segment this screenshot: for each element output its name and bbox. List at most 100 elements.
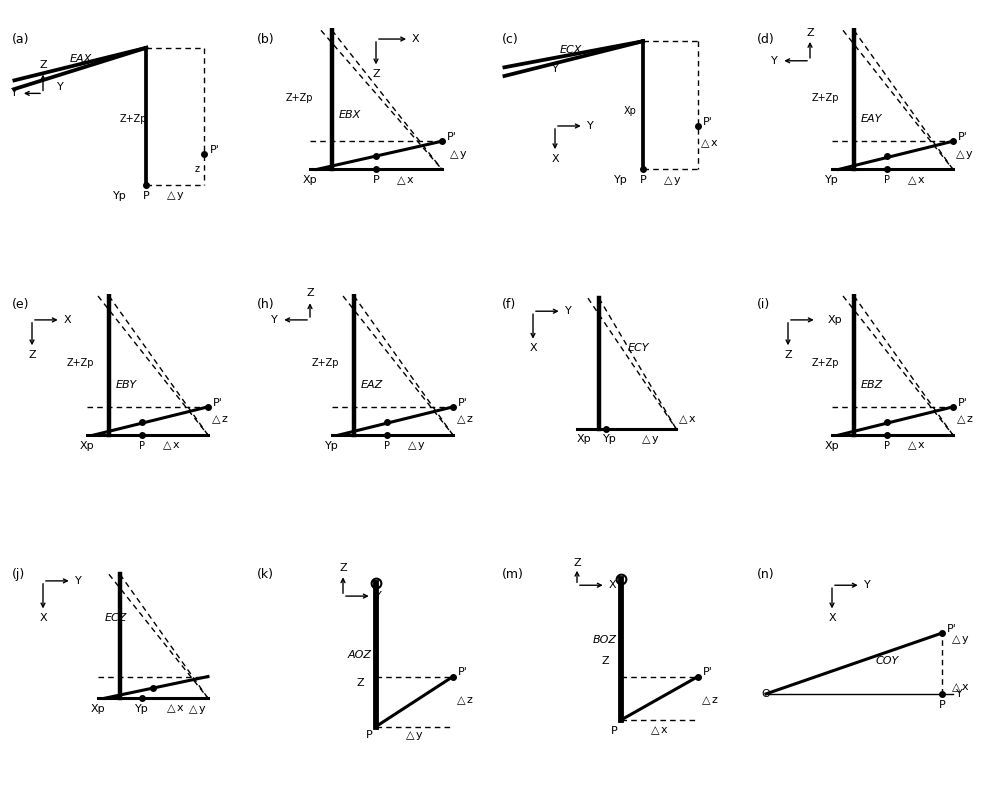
Text: P: P [884, 441, 890, 451]
Text: AOZ: AOZ [348, 650, 372, 660]
Text: Y: Y [375, 591, 382, 601]
Text: P': P' [957, 132, 967, 142]
Text: Z: Z [602, 656, 609, 667]
Text: Xp: Xp [828, 315, 842, 325]
Text: P: P [373, 175, 379, 185]
Text: Xp: Xp [825, 441, 839, 451]
Text: Z: Z [806, 27, 814, 38]
Text: Y: Y [864, 580, 871, 590]
Text: P': P' [446, 132, 456, 142]
Text: $\triangle$y: $\triangle$y [186, 703, 208, 716]
Text: Yp: Yp [825, 175, 839, 185]
Text: z: z [194, 164, 200, 175]
Text: Y: Y [57, 82, 64, 92]
Text: P: P [384, 441, 390, 451]
Text: $\triangle$x: $\triangle$x [698, 137, 720, 150]
Text: X: X [39, 613, 47, 623]
Text: (d): (d) [757, 32, 775, 46]
Text: $\triangle$y: $\triangle$y [661, 174, 682, 187]
Text: $\triangle$z: $\triangle$z [954, 414, 974, 426]
Text: $\triangle$z: $\triangle$z [209, 414, 229, 426]
Text: (m): (m) [502, 568, 524, 581]
Text: Xp: Xp [623, 105, 636, 116]
Text: P': P' [957, 398, 967, 407]
Text: $\triangle$x: $\triangle$x [160, 440, 181, 452]
Text: Z+Zp: Z+Zp [812, 93, 839, 103]
Text: Xp: Xp [303, 175, 317, 185]
Text: $\triangle$z: $\triangle$z [454, 414, 474, 426]
Text: Y: Y [565, 306, 572, 316]
Text: $\triangle$y: $\triangle$y [639, 433, 660, 446]
Text: Yp: Yp [113, 191, 127, 200]
Text: (i): (i) [757, 298, 770, 312]
Text: P: P [143, 191, 150, 200]
Text: P': P' [210, 145, 220, 155]
Text: O: O [762, 689, 770, 699]
Text: Y: Y [75, 576, 82, 586]
Text: EAX: EAX [69, 54, 92, 64]
Text: BOZ: BOZ [593, 634, 617, 645]
Text: P': P' [702, 667, 712, 677]
Text: Xp: Xp [80, 441, 94, 451]
Text: (a): (a) [12, 32, 30, 46]
Text: EAZ: EAZ [361, 380, 383, 390]
Text: Yp: Yp [614, 175, 628, 185]
Text: Z: Z [28, 349, 36, 360]
Text: (k): (k) [257, 568, 274, 581]
Text: (h): (h) [257, 298, 275, 312]
Text: $\triangle$z: $\triangle$z [454, 694, 474, 707]
Text: Y: Y [11, 89, 18, 98]
Text: P': P' [702, 117, 712, 126]
Text: X: X [551, 154, 559, 163]
Text: COY: COY [875, 656, 899, 667]
Text: Y: Y [587, 121, 594, 131]
Text: P': P' [946, 624, 956, 634]
Text: $\triangle$x: $\triangle$x [164, 703, 186, 716]
Text: $\triangle$x: $\triangle$x [676, 414, 698, 426]
Text: P: P [139, 441, 145, 451]
Text: P': P' [457, 667, 467, 677]
Text: P: P [939, 700, 945, 710]
Text: Y: Y [956, 689, 963, 699]
Text: Yp: Yp [135, 704, 149, 714]
Text: (j): (j) [12, 568, 25, 581]
Text: $\triangle$y: $\triangle$y [403, 729, 424, 741]
Text: $\triangle$x: $\triangle$x [905, 440, 926, 452]
Text: $\triangle$y: $\triangle$y [953, 148, 975, 161]
Text: Z: Z [573, 558, 581, 568]
Text: P: P [366, 730, 373, 741]
Text: Y: Y [552, 64, 558, 75]
Text: X: X [63, 315, 71, 325]
Text: Z+Zp: Z+Zp [812, 358, 839, 369]
Text: Z: Z [39, 60, 47, 70]
Text: X: X [828, 613, 836, 623]
Text: ECY: ECY [628, 343, 649, 353]
Text: P': P' [457, 398, 467, 407]
Text: P: P [884, 175, 890, 185]
Text: $\triangle$x: $\triangle$x [648, 724, 669, 737]
Text: EBZ: EBZ [861, 380, 883, 390]
Text: $\triangle$z: $\triangle$z [699, 694, 719, 707]
Text: Xp: Xp [576, 435, 591, 444]
Text: Z: Z [306, 288, 314, 298]
Text: (e): (e) [12, 298, 30, 312]
Text: (n): (n) [757, 568, 775, 581]
Text: Z: Z [339, 563, 347, 573]
Text: $\triangle$x: $\triangle$x [905, 174, 926, 187]
Text: Z: Z [784, 349, 792, 360]
Text: $\triangle$y: $\triangle$y [447, 148, 468, 161]
Text: Y: Y [771, 56, 778, 66]
Text: X: X [608, 580, 616, 590]
Text: ECZ: ECZ [105, 613, 127, 623]
Text: $\triangle$x: $\triangle$x [949, 681, 970, 694]
Text: Yp: Yp [325, 441, 339, 451]
Text: X: X [529, 343, 537, 353]
Text: P: P [611, 726, 618, 736]
Text: X: X [412, 34, 419, 44]
Text: $\triangle$y: $\triangle$y [949, 633, 970, 646]
Text: Z: Z [357, 678, 364, 688]
Text: (c): (c) [502, 32, 519, 46]
Text: Y: Y [271, 315, 278, 325]
Text: Z+Zp: Z+Zp [67, 358, 94, 369]
Text: EBX: EBX [339, 110, 361, 120]
